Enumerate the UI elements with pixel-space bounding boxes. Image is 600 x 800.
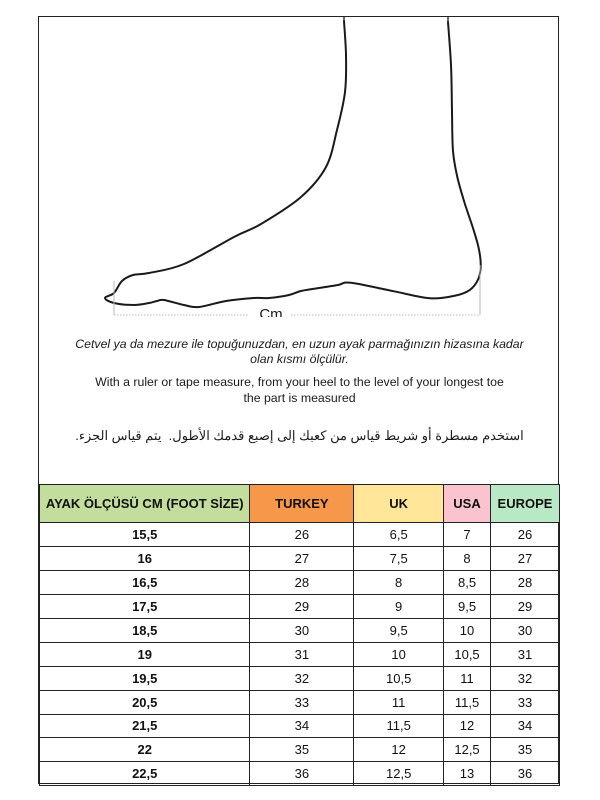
svg-text:Cm: Cm [259,306,282,317]
